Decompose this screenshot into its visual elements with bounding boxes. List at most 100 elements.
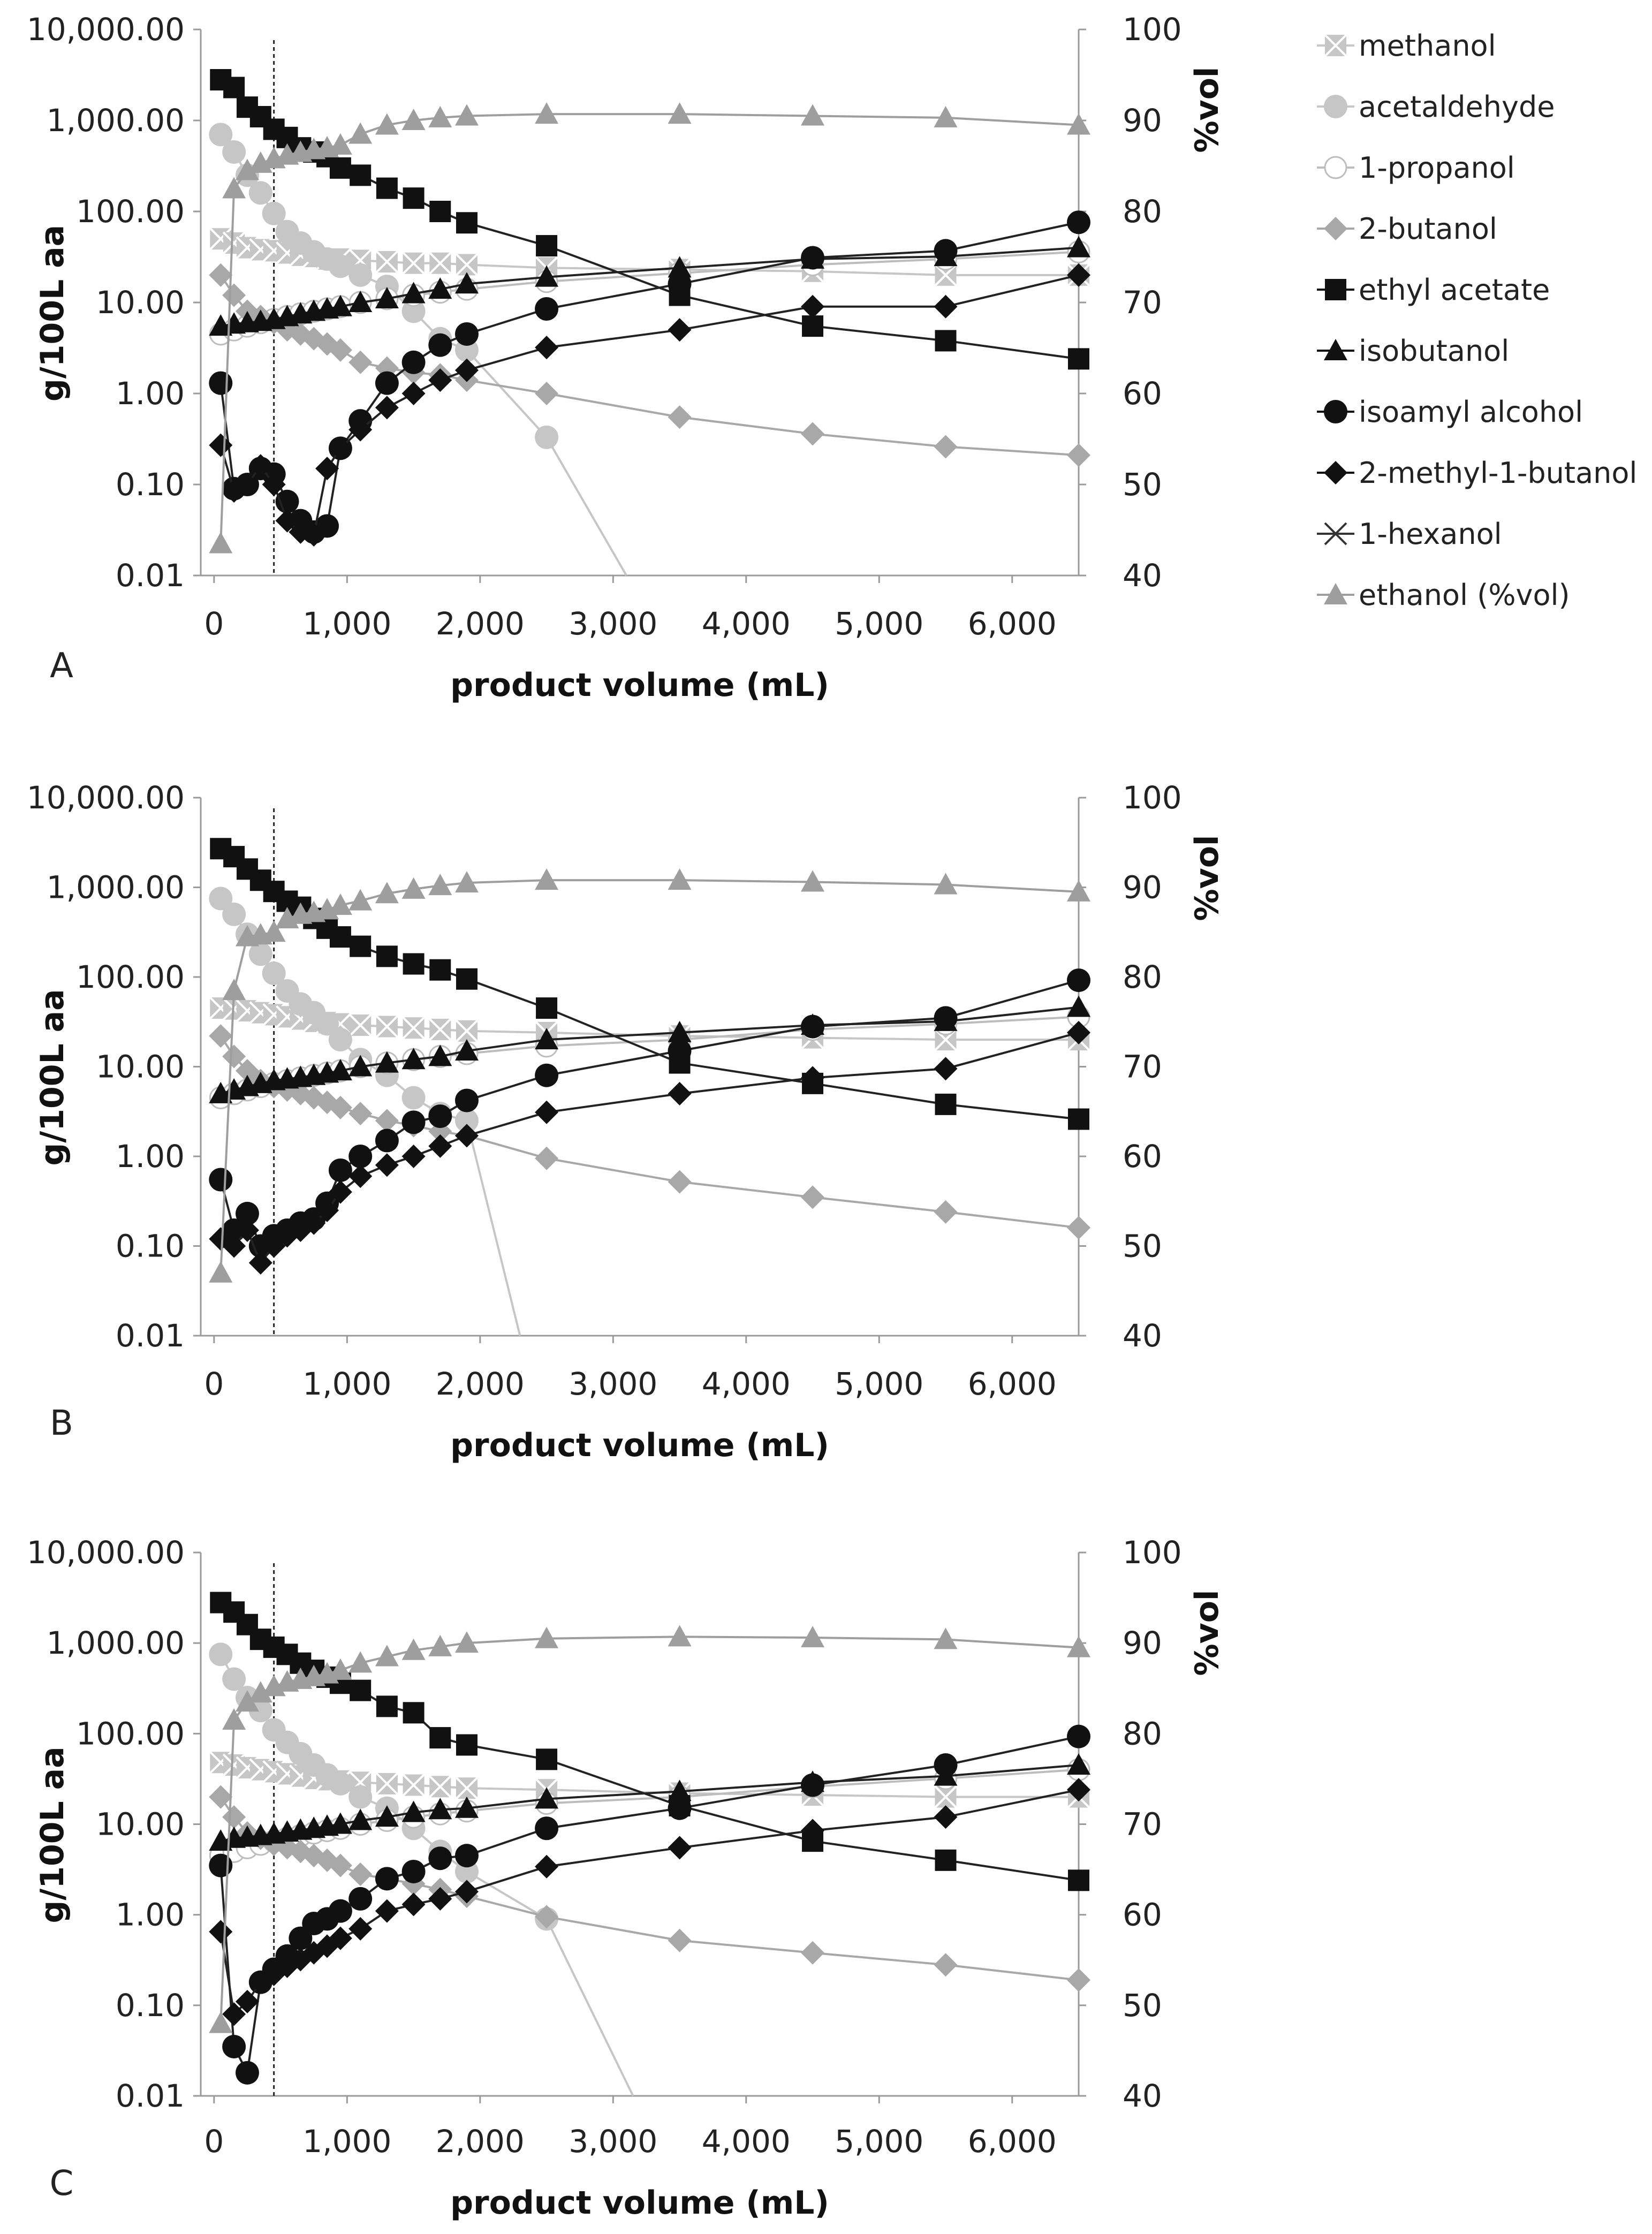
panel-b-series-ethyl-acetate (210, 838, 1089, 1130)
panel-a-series-isobutanol-point-15 (535, 265, 559, 287)
panel-a-series-acetaldehyde-point-0 (209, 123, 233, 147)
panel-c-y2tick-label-2: 60 (1123, 1897, 1162, 1933)
panel-b-y2label: %vol (1188, 835, 1226, 921)
panel-a-series-2-butanol-point-15 (535, 382, 559, 405)
panel-b-series-2-methyl-1-butanol-point-3 (248, 1251, 272, 1275)
panel-b-series-isobutanol-point-11 (375, 1051, 399, 1073)
panel-a-series-acetaldehyde-point-12 (401, 299, 426, 323)
panel-a-series-methanol-point-12 (402, 252, 425, 275)
panel-b-series-ethanol-vol-point-14 (454, 871, 479, 893)
panel-a-y2tick-label-4: 80 (1123, 193, 1162, 230)
panel-b-series-methanol-point-11 (375, 1015, 399, 1039)
panel-c-series-ethanol-vol-point-16 (668, 1625, 692, 1647)
panel-c-series-2-butanol-point-16 (668, 1928, 692, 1952)
panel-c-series-2-methyl-1-butanol-point-13 (428, 1887, 452, 1911)
panel-a-series-ethanol-vol-point-19 (1067, 113, 1090, 135)
panel-b-series-isobutanol-point-10 (348, 1055, 373, 1077)
panel-b-series-isobutanol-point-13 (428, 1044, 452, 1066)
panel-b-series-isoamyl-alcohol-point-17 (801, 1014, 825, 1039)
legend: methanol acetaldehyde 1-propanol 2-butanol e… (1317, 29, 1637, 612)
panel-c-series-isobutanol-point-14 (454, 1796, 479, 1818)
panel-a-ytick-label-3: 10.00 (96, 284, 185, 321)
panel-b-series-ethanol-vol-point-13 (428, 874, 452, 896)
panel-b-series-2-butanol-point-19 (1067, 1216, 1090, 1240)
panel-c-y2tick-label-1: 50 (1123, 1987, 1162, 2024)
legend-item-isoamyl-alcohol: isoamyl alcohol (1317, 395, 1583, 429)
panel-b-series-ethanol-vol-point-19 (1067, 880, 1090, 902)
panel-a-series-2-methyl-1-butanol-point-14 (454, 358, 479, 382)
panel-c-series-ethanol-vol-point-19 (1067, 1635, 1090, 1657)
panel-c-series-ethanol-vol (209, 1625, 1090, 2033)
panel-c-ytick-label-1: 0.10 (116, 1987, 185, 2024)
panel-a-y2tick-label-3: 70 (1123, 284, 1162, 321)
panel-c-series-ethyl-acetate-point-13 (429, 1727, 451, 1749)
panel-b-y2tick-label-4: 80 (1123, 959, 1162, 995)
panel-b-series-2-butanol-point-15 (535, 1146, 559, 1170)
panel-b-series-isoamyl-alcohol-point-11 (375, 1129, 399, 1153)
legend-label-2-butanol: 2-butanol (1359, 212, 1497, 246)
panel-c-series-acetaldehyde-line (219, 1654, 634, 2096)
panel-b-series-acetaldehyde-point-9 (328, 1028, 352, 1052)
panel-a-xtick-label-6: 6,000 (968, 605, 1057, 642)
panel-b-xtick-label-4: 4,000 (702, 1366, 791, 1402)
panel-c-series-2-butanol-point-17 (801, 1941, 825, 1965)
panel-a-series-ethanol-vol-point-13 (428, 105, 452, 127)
panel-b-series-ethanol-vol-point-1 (222, 979, 246, 1001)
panel-b-series-2-butanol-point-16 (668, 1170, 692, 1194)
panel-a: 0.01 0.10 1.00 10.00 100.00 1,000.00 10,000.00… (27, 11, 1226, 704)
panel-c-y2tick-label-0: 40 (1123, 2078, 1162, 2114)
panel-c-xtick-label-2: 2,000 (436, 2123, 525, 2160)
panel-a-xtick-label-3: 3,000 (569, 605, 657, 642)
panel-c-xtick-label-5: 5,000 (835, 2123, 923, 2160)
panel-a-series-acetaldehyde-point-4 (262, 201, 286, 225)
panel-a-series-ethanol-vol-point-9 (328, 133, 352, 155)
panel-c-series-isoamyl-alcohol-point-2 (235, 2061, 259, 2085)
panel-b-series-ethanol-vol-point-12 (401, 877, 426, 899)
panel-a-series-ethanol-vol-point-2 (235, 158, 259, 180)
panel-a-series-2-methyl-1-butanol-point-16 (668, 318, 692, 342)
panel-a-series-isoamyl-alcohol-point-14 (454, 322, 479, 346)
panel-b-series-2-methyl-1-butanol-point-19 (1067, 1020, 1090, 1044)
panel-a-series-2-methyl-1-butanol-point-5 (275, 509, 299, 533)
panel-b-series-acetaldehyde-point-12 (401, 1086, 426, 1110)
panel-a-series-isobutanol-point-13 (428, 277, 452, 299)
panel-a-series-2-butanol-point-16 (668, 405, 692, 429)
panel-b-series-2-methyl-1-butanol-point-16 (668, 1081, 692, 1105)
panel-a-series-2-methyl-1-butanol-point-10 (348, 418, 373, 442)
panel-a-series-ethanol-vol-point-1 (222, 177, 246, 199)
panel-a-series-ethanol-vol-point-18 (934, 105, 958, 127)
legend-label-isobutanol: isobutanol (1359, 334, 1509, 368)
panel-c-series-ethanol-vol-point-12 (401, 1638, 426, 1660)
panel-c-series-ethanol-vol-point-1 (222, 1708, 246, 1730)
panel-c-xtick-label-4: 4,000 (702, 2123, 791, 2160)
panel-b-series-acetaldehyde-point-8 (315, 1012, 339, 1036)
panel-b-series-2-butanol-point-17 (801, 1185, 825, 1209)
panel-a-series-isoamyl-alcohol-point-13 (428, 333, 452, 357)
panel-b-series-methanol-point-14 (455, 1019, 479, 1043)
panel-a-series-2-methyl-1-butanol-point-11 (375, 396, 399, 420)
panel-b-series-2-methyl-1-butanol (209, 1020, 1090, 1275)
panel-a-ytick-label-0: 0.01 (116, 557, 185, 594)
legend-label-ethyl-acetate: ethyl acetate (1359, 273, 1550, 307)
panel-c-series-methanol-point-12 (402, 1774, 425, 1797)
panel-a-series-2-methyl-1-butanol-point-18 (934, 294, 958, 319)
panel-c-ytick-label-2: 1.00 (116, 1897, 185, 1933)
panel-a-series-2-butanol-point-0 (209, 263, 233, 287)
panel-c-series-isoamyl-alcohol-point-16 (668, 1796, 692, 1820)
legend-marker-ethanol-vol (1324, 583, 1347, 604)
legend-label-ethanol-vol: ethanol (%vol) (1359, 578, 1570, 612)
panel-a-series-methanol-point-14 (455, 253, 479, 276)
panel-b-y2tick-label-6: 100 (1123, 779, 1182, 816)
panel-c-series-isoamyl-alcohol-point-1 (222, 2034, 246, 2058)
legend-label-2-methyl-1-butanol: 2-methyl-1-butanol (1359, 456, 1637, 490)
panel-b-y2tick-label-3: 70 (1123, 1049, 1162, 1085)
panel-b-series-isobutanol-point-19 (1067, 995, 1090, 1017)
panel-b-series-acetaldehyde-point-1 (222, 902, 246, 926)
panel-b-series-isobutanol-point-14 (454, 1039, 479, 1061)
panel-c-series-2-butanol-point-9 (328, 1853, 352, 1877)
panel-a-y2label: %vol (1188, 66, 1226, 153)
panel-c-y2tick-label-4: 80 (1123, 1715, 1162, 1752)
panel-c-series-acetaldehyde-point-0 (209, 1642, 233, 1667)
panel-b-series-2-methyl-1-butanol-point-10 (348, 1164, 373, 1188)
panel-a-series-ethyl-acetate-point-18 (935, 330, 957, 352)
